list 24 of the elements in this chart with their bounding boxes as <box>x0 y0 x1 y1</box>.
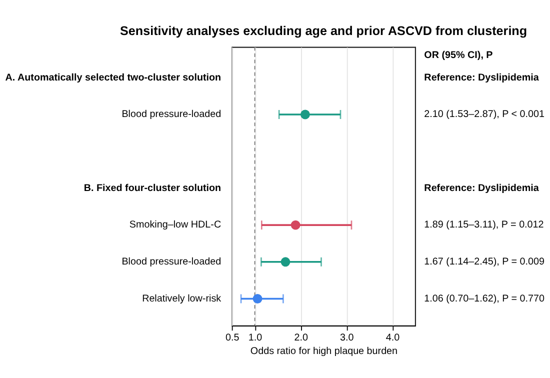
y-tick-label: B. Fixed four-cluster solution <box>84 182 222 194</box>
point <box>290 220 300 230</box>
x-axis-title: Odds ratio for high plaque burden <box>250 346 398 357</box>
point <box>300 110 310 120</box>
x-tick-label: 1.0 <box>248 332 263 344</box>
point <box>252 294 262 304</box>
data-label: 1.06 (0.70–1.62), P = 0.770 <box>424 293 546 304</box>
data-label: 1.67 (1.14–2.45), P = 0.009 <box>424 256 546 268</box>
data-label: 2.10 (1.53–2.87), P < 0.001 <box>424 109 546 120</box>
point <box>280 257 290 267</box>
y-tick-label: Relatively low-risk <box>142 293 222 304</box>
text: Reference: Dyslipidemia <box>424 182 539 194</box>
x-tick-label: 2.0 <box>294 332 308 344</box>
y-tick-label: A. Automatically selected two-cluster solution <box>5 72 222 84</box>
y-tick-label: Smoking–low HDL-C <box>129 220 222 231</box>
text: OR (95% CI), P <box>424 50 494 61</box>
x-tick-label: 4.0 <box>386 332 400 344</box>
chart-title: Sensitivity analyses excluding age and prior ASCVD from clustering <box>120 24 528 38</box>
y-tick-label: Blood pressure-loaded <box>122 109 222 120</box>
data-label: 1.89 (1.15–3.11), P = 0.012 <box>424 220 544 231</box>
x-tick-label: 0.5 <box>225 332 240 344</box>
text: Reference: Dyslipidemia <box>424 72 539 84</box>
y-tick-label: Blood pressure-loaded <box>122 256 222 268</box>
x-tick-label: 3.0 <box>340 332 354 344</box>
